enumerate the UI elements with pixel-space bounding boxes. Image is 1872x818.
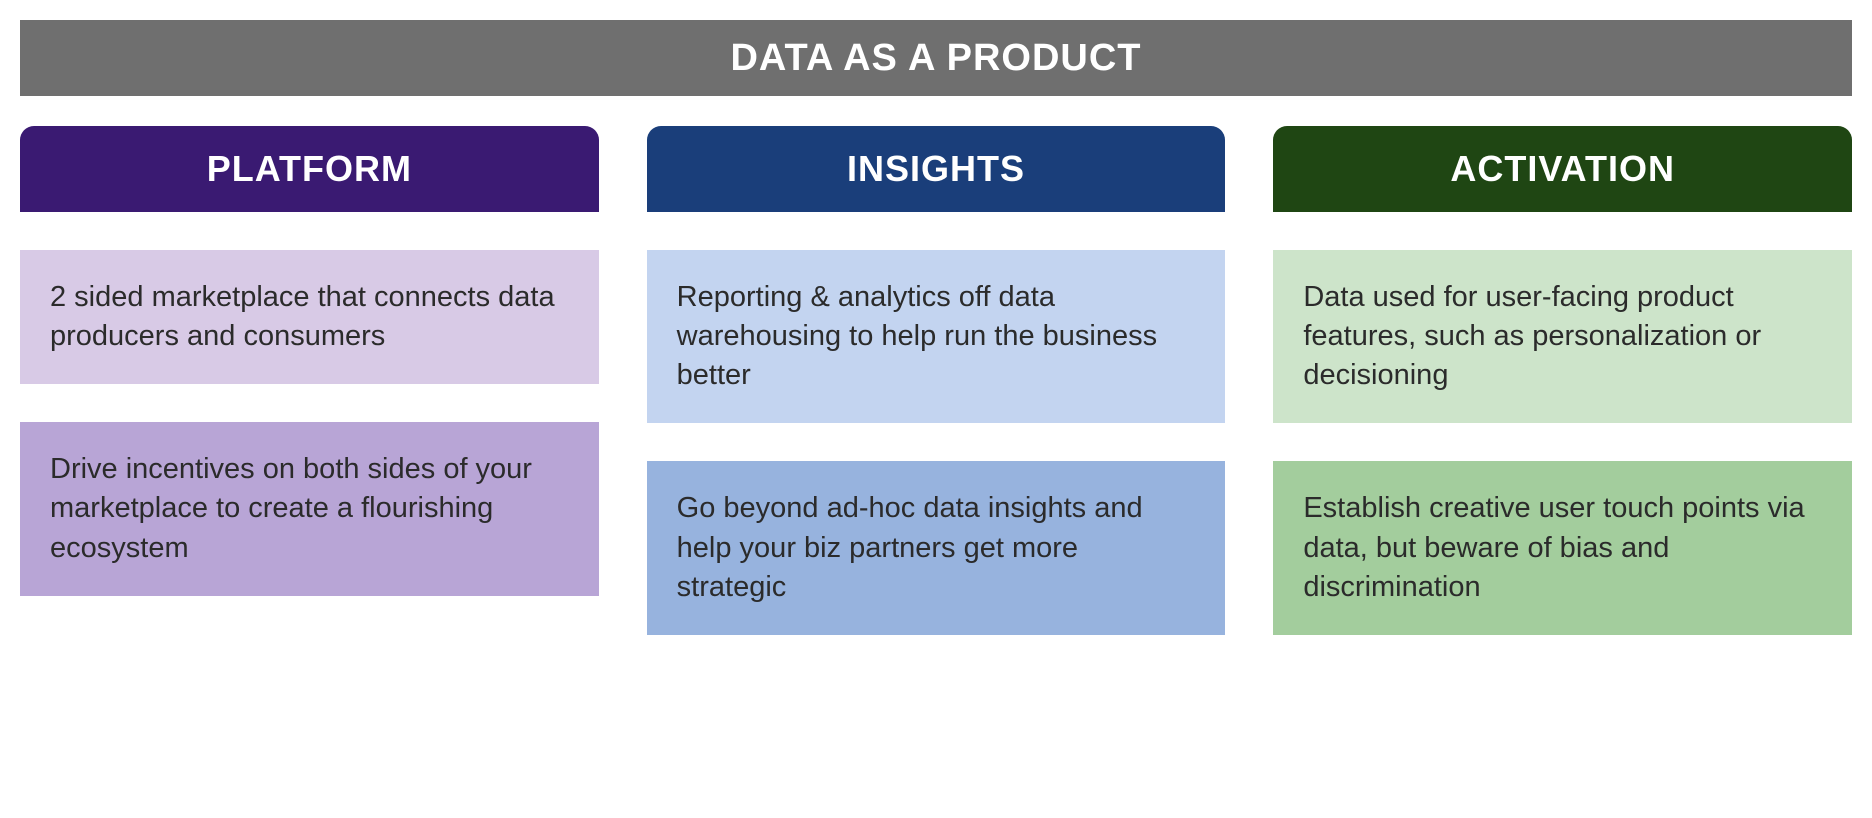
- column-header-platform: PLATFORM: [20, 126, 599, 212]
- card-insights-2: Go beyond ad-hoc data insights and help …: [647, 461, 1226, 634]
- columns-row: PLATFORM 2 sided marketplace that connect…: [20, 126, 1852, 635]
- card-activation-2: Establish creative user touch points via…: [1273, 461, 1852, 634]
- card-activation-1: Data used for user-facing product featur…: [1273, 250, 1852, 423]
- column-activation: ACTIVATION Data used for user-facing prod…: [1273, 126, 1852, 635]
- card-insights-1: Reporting & analytics off data warehousi…: [647, 250, 1226, 423]
- column-platform: PLATFORM 2 sided marketplace that connect…: [20, 126, 599, 635]
- column-header-activation: ACTIVATION: [1273, 126, 1852, 212]
- infographic-container: DATA AS A PRODUCT PLATFORM 2 sided market…: [20, 20, 1852, 635]
- main-title: DATA AS A PRODUCT: [20, 20, 1852, 96]
- card-platform-2: Drive incentives on both sides of your m…: [20, 422, 599, 595]
- card-platform-1: 2 sided marketplace that connects data p…: [20, 250, 599, 384]
- column-header-insights: INSIGHTS: [647, 126, 1226, 212]
- column-insights: INSIGHTS Reporting & analytics off data w…: [647, 126, 1226, 635]
